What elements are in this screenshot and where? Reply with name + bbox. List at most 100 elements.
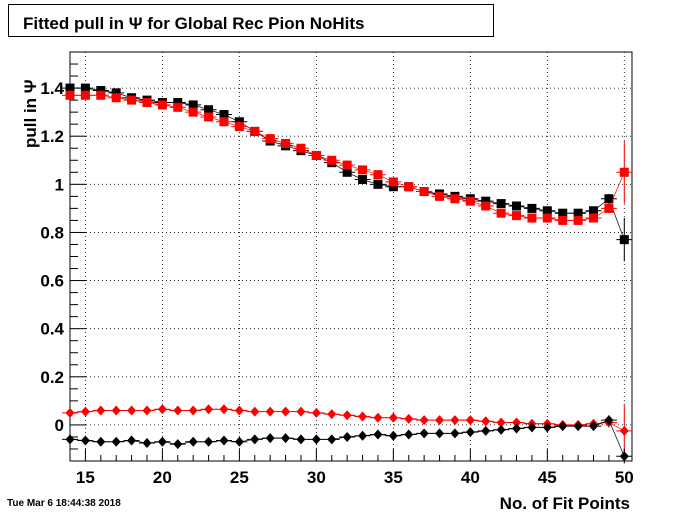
square-marker xyxy=(111,88,121,98)
x-tick-label: 25 xyxy=(230,468,249,487)
diamond-marker xyxy=(435,415,445,426)
square-marker xyxy=(558,215,568,225)
square-marker xyxy=(373,179,383,189)
x-tick-label: 20 xyxy=(153,468,172,487)
square-marker xyxy=(327,155,337,165)
diamond-marker xyxy=(527,422,537,433)
square-marker xyxy=(358,175,368,185)
square-marker xyxy=(142,98,152,108)
diamond-marker xyxy=(481,425,491,436)
diamond-marker xyxy=(435,428,445,439)
diamond-marker xyxy=(157,436,167,447)
square-marker xyxy=(265,134,275,144)
diamond-marker xyxy=(96,436,106,447)
diamond-marker xyxy=(604,415,614,426)
square-marker xyxy=(157,100,167,110)
square-marker xyxy=(512,201,522,211)
diamond-marker xyxy=(127,405,137,416)
diamond-marker xyxy=(496,417,506,428)
grid-lines xyxy=(70,52,632,461)
square-marker xyxy=(188,100,198,110)
axis-ticks: 15 20 25 30 35 40 45 50 0 0.2 0.4 0.6 0.8 1 1.2 1.4 xyxy=(40,51,634,487)
x-tick-label: 50 xyxy=(615,468,634,487)
square-marker xyxy=(80,83,90,93)
diamond-marker xyxy=(250,406,260,417)
square-marker xyxy=(311,150,321,160)
x-axis-title: No. of Fit Points xyxy=(500,494,630,513)
square-marker xyxy=(188,107,198,117)
diamond-marker xyxy=(465,427,475,438)
square-marker xyxy=(558,208,568,218)
diamond-marker xyxy=(234,405,244,416)
x-tick-label: 35 xyxy=(384,468,403,487)
diamond-marker xyxy=(589,421,599,432)
diamond-marker xyxy=(219,435,229,446)
y-axis-title: pull in Ψ xyxy=(21,79,40,148)
timestamp: Tue Mar 6 18:44:38 2018 xyxy=(7,498,121,509)
square-marker xyxy=(604,203,614,213)
square-marker xyxy=(204,105,214,115)
diamond-marker xyxy=(265,433,275,444)
diamond-marker xyxy=(296,434,306,445)
series-line xyxy=(70,94,625,221)
x-tick-label: 30 xyxy=(307,468,326,487)
diamond-marker xyxy=(373,429,383,440)
square-marker xyxy=(589,206,599,216)
square-marker xyxy=(542,213,552,223)
diamond-marker xyxy=(111,405,121,416)
diamond-marker xyxy=(342,431,352,442)
square-marker xyxy=(234,117,244,127)
x-tick-label: 15 xyxy=(76,468,95,487)
square-marker xyxy=(358,165,368,175)
diamond-marker xyxy=(512,423,522,434)
diamond-marker xyxy=(358,411,368,422)
square-marker xyxy=(127,95,137,105)
diamond-marker xyxy=(327,434,337,445)
square-marker xyxy=(388,177,398,187)
square-marker xyxy=(465,196,475,206)
square-marker xyxy=(481,201,491,211)
square-marker xyxy=(250,126,260,136)
square-marker xyxy=(619,167,629,177)
square-marker xyxy=(604,194,614,204)
diamond-marker xyxy=(465,415,475,426)
diamond-marker xyxy=(512,417,522,428)
diamond-marker xyxy=(281,433,291,444)
square-marker xyxy=(173,98,183,108)
diamond-marker xyxy=(188,436,198,447)
square-marker xyxy=(373,170,383,180)
diamond-marker xyxy=(419,428,429,439)
diamond-marker xyxy=(404,413,414,424)
square-marker xyxy=(619,235,629,245)
diamond-marker xyxy=(265,406,275,417)
square-marker xyxy=(204,112,214,122)
diamond-marker xyxy=(173,405,183,416)
square-marker xyxy=(65,83,75,93)
square-marker xyxy=(342,160,352,170)
y-tick-label: 1 xyxy=(55,175,64,194)
diamond-marker xyxy=(419,415,429,426)
diamond-marker xyxy=(327,409,337,420)
square-marker xyxy=(65,90,75,100)
diamond-marker xyxy=(173,439,183,450)
square-marker xyxy=(527,203,537,213)
diamond-marker xyxy=(450,428,460,439)
diamond-marker xyxy=(281,406,291,417)
square-marker xyxy=(527,213,537,223)
square-marker xyxy=(481,196,491,206)
square-marker xyxy=(435,191,445,201)
data-series xyxy=(62,83,633,464)
diamond-marker xyxy=(80,435,90,446)
diamond-marker xyxy=(96,405,106,416)
square-marker xyxy=(419,187,429,197)
diamond-marker xyxy=(111,436,121,447)
diamond-marker xyxy=(234,436,244,447)
diamond-marker xyxy=(65,407,75,418)
diamond-marker xyxy=(204,436,214,447)
diamond-marker xyxy=(373,412,383,423)
square-marker xyxy=(219,117,229,127)
square-marker xyxy=(234,122,244,132)
diamond-marker xyxy=(404,429,414,440)
